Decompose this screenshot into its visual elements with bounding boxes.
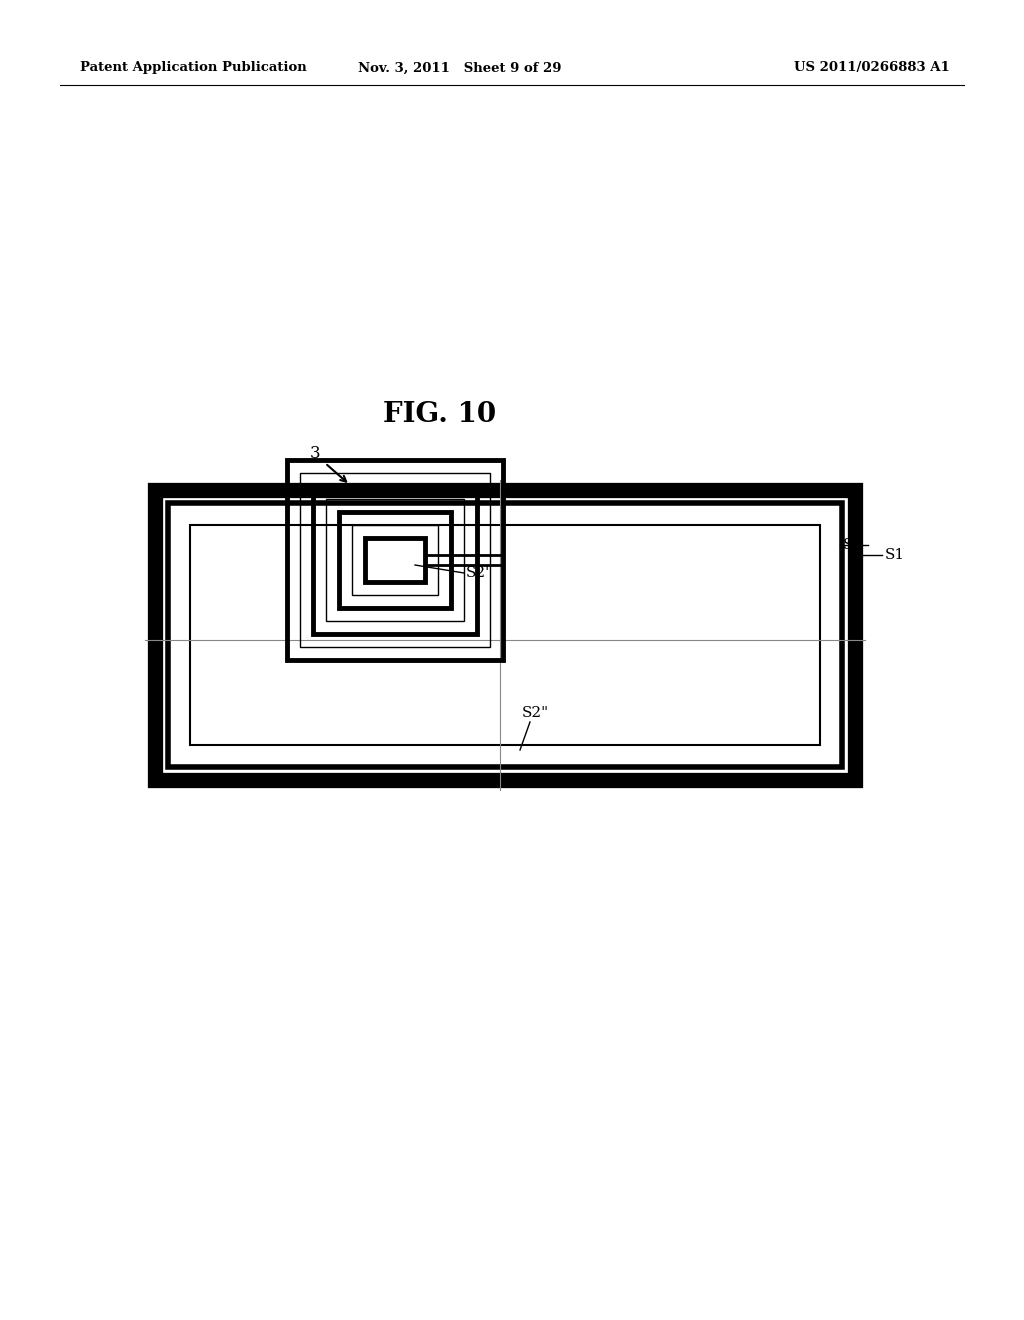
Text: Nov. 3, 2011   Sheet 9 of 29: Nov. 3, 2011 Sheet 9 of 29	[358, 62, 562, 74]
Text: US 2011/0266883 A1: US 2011/0266883 A1	[795, 62, 950, 74]
Bar	[326, 499, 464, 620]
Bar	[287, 459, 503, 660]
Text: S2": S2"	[521, 706, 549, 719]
Bar	[300, 473, 490, 647]
Bar	[352, 525, 438, 595]
Text: FIG. 10: FIG. 10	[383, 401, 497, 429]
Text: Patent Application Publication: Patent Application Publication	[80, 62, 307, 74]
Bar	[155, 490, 855, 780]
Bar	[168, 503, 842, 767]
Bar	[190, 525, 820, 744]
Bar	[339, 512, 451, 609]
Text: S2': S2'	[466, 566, 490, 579]
Bar	[313, 486, 477, 634]
Text: S1: S1	[885, 548, 905, 562]
Bar	[365, 539, 425, 582]
Text: S2: S2	[843, 539, 863, 552]
Text: 3: 3	[309, 445, 321, 462]
